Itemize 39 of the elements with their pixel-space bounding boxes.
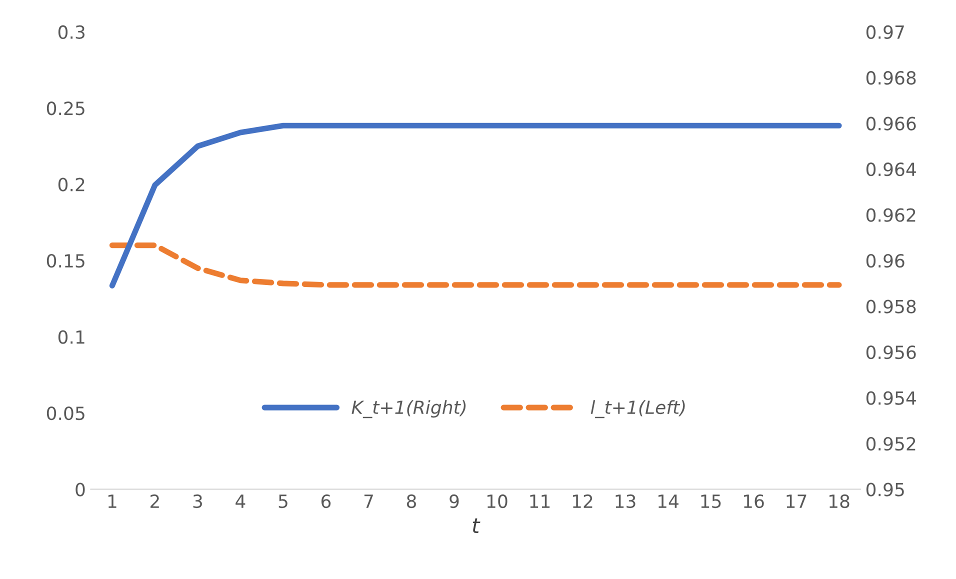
legend-label: l_t+1(Left) — [590, 400, 685, 418]
x-tick-label: 2 — [150, 494, 159, 508]
x-tick-label: 12 — [572, 494, 592, 508]
x-tick-label: 9 — [450, 494, 459, 508]
x-tick-label: 1 — [108, 494, 116, 508]
y2-tick-label: 0.952 — [866, 436, 916, 451]
y2-tick-label: 0.956 — [866, 345, 916, 360]
x-tick-label: 15 — [701, 494, 721, 508]
x-tick-label: 7 — [364, 494, 373, 508]
y2-tick-label: 0.95 — [866, 482, 904, 496]
x-tick-label: 14 — [658, 494, 678, 508]
y2-tick-label: 0.962 — [866, 208, 916, 222]
y-tick-label: 0 — [76, 482, 85, 496]
x-tick-label: 16 — [744, 494, 764, 508]
y2-tick-label: 0.968 — [866, 71, 916, 85]
x-tick-label: 17 — [786, 494, 806, 508]
x-axis-title: t — [472, 518, 480, 533]
y-tick-label: 0.15 — [46, 254, 84, 268]
x-tick-label: 18 — [830, 494, 850, 508]
x-tick-label: 6 — [321, 494, 331, 508]
y-tick-label: 0.1 — [58, 330, 84, 344]
y-tick-label: 0.25 — [46, 102, 84, 116]
x-tick-label: 11 — [530, 494, 550, 508]
y2-tick-label: 0.96 — [866, 254, 904, 268]
legend-label: K_t+1(Right) — [352, 400, 466, 418]
x-tick-label: 13 — [616, 494, 636, 508]
x-tick-label: 10 — [487, 494, 508, 508]
x-tick-label: 4 — [236, 494, 246, 508]
y2-tick-label: 0.964 — [866, 162, 916, 176]
y2-tick-label: 0.954 — [866, 391, 916, 405]
y2-tick-label: 0.966 — [866, 116, 916, 130]
x-tick-label: 3 — [193, 494, 202, 508]
y-tick-label: 0.05 — [46, 406, 84, 420]
y-tick-label: 0.3 — [58, 25, 85, 39]
y-tick-label: 0.2 — [58, 178, 84, 192]
x-tick-label: 8 — [406, 494, 416, 508]
y2-tick-label: 0.97 — [866, 25, 904, 39]
x-tick-label: 5 — [278, 494, 288, 508]
y2-tick-label: 0.958 — [866, 300, 916, 314]
